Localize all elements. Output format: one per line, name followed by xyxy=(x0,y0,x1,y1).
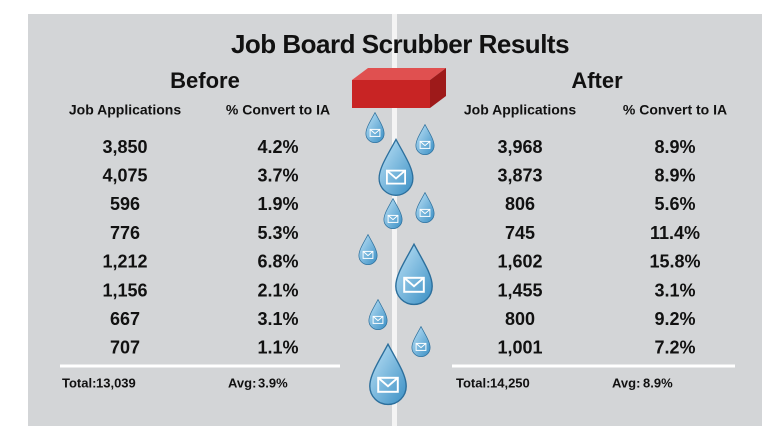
cell: 2.1% xyxy=(257,280,298,300)
cell: 9.2% xyxy=(654,309,695,329)
total-value: 14,250 xyxy=(490,375,530,390)
cell: 1,212 xyxy=(102,252,147,272)
cell: 8.9% xyxy=(654,137,695,157)
column-header: % Convert to IA xyxy=(226,102,330,118)
cell: 8.9% xyxy=(654,165,695,185)
cell: 745 xyxy=(505,223,535,243)
cell: 7.2% xyxy=(654,338,695,358)
cell: 4.2% xyxy=(257,137,298,157)
cell: 5.3% xyxy=(257,223,298,243)
cell: 15.8% xyxy=(649,252,700,272)
cell: 3,968 xyxy=(497,137,542,157)
cell: 3,850 xyxy=(102,137,147,157)
cell: 1.1% xyxy=(257,338,298,358)
column-header: % Convert to IA xyxy=(623,102,727,118)
cell: 6.8% xyxy=(257,252,298,272)
cell: 1,156 xyxy=(102,280,147,300)
cell: 3.7% xyxy=(257,165,298,185)
cell: 707 xyxy=(110,338,140,358)
cell: 800 xyxy=(505,309,535,329)
total-label: Total: xyxy=(456,375,490,390)
cell: 5.6% xyxy=(654,194,695,214)
cell: 1.9% xyxy=(257,194,298,214)
avg-value: 3.9% xyxy=(258,375,288,390)
cell: 776 xyxy=(110,223,140,243)
avg-label: Avg: xyxy=(228,375,256,390)
avg-value: 8.9% xyxy=(643,375,673,390)
cell: 1,455 xyxy=(497,280,542,300)
sponge xyxy=(352,68,446,108)
cell: 667 xyxy=(110,309,140,329)
section-heading: Before xyxy=(170,68,240,93)
cell: 3.1% xyxy=(257,309,298,329)
cell: 3.1% xyxy=(654,280,695,300)
cell: 11.4% xyxy=(650,223,700,243)
cell: 4,075 xyxy=(102,165,147,185)
cell: 1,001 xyxy=(497,338,542,358)
total-label: Total: xyxy=(62,375,96,390)
cell: 806 xyxy=(505,194,535,214)
column-header: Job Applications xyxy=(69,102,181,118)
cell: 596 xyxy=(110,194,140,214)
section-heading: After xyxy=(571,68,623,93)
avg-label: Avg: xyxy=(612,375,640,390)
total-value: 13,039 xyxy=(96,375,136,390)
cell: 1,602 xyxy=(497,252,542,272)
title: Job Board Scrubber Results xyxy=(231,29,569,59)
column-header: Job Applications xyxy=(464,102,576,118)
cell: 3,873 xyxy=(497,165,542,185)
